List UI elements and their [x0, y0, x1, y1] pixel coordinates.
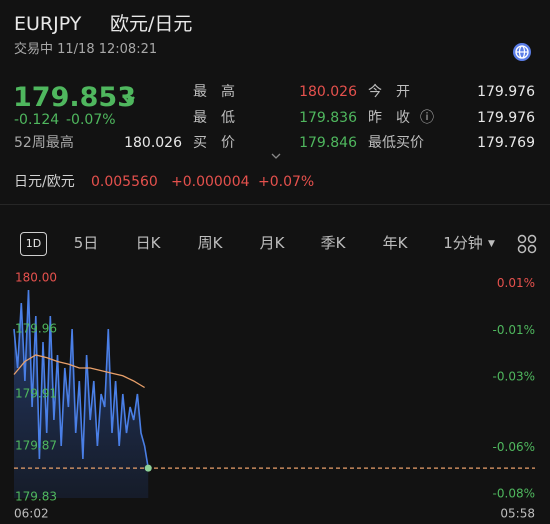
- y-tick-label: 180.00: [15, 271, 57, 285]
- tab[interactable]: 5日: [73, 234, 99, 252]
- tab[interactable]: 1分钟: [443, 234, 483, 252]
- stat-value: 179.769: [477, 135, 535, 151]
- price: 179.853: [13, 82, 136, 113]
- cross-value: 0.005560: [91, 174, 158, 190]
- stat-label: 最高: [193, 84, 249, 100]
- stat-value: 179.976: [477, 109, 535, 126]
- stat-label: 昨收: [368, 109, 424, 126]
- current-price-dot: [144, 464, 152, 472]
- down-arrow: [123, 90, 135, 105]
- cross-change-percent: +0.07%: [258, 174, 315, 190]
- stat-value: 179.846: [299, 135, 357, 151]
- globe-icon[interactable]: [512, 42, 532, 62]
- stat-value: 179.976: [477, 84, 535, 100]
- cross-change: +0.000004: [171, 174, 250, 190]
- tab[interactable]: 日K: [135, 234, 161, 252]
- change-percent: -0.07%: [66, 112, 116, 128]
- y2-tick-label: -0.08%: [493, 487, 535, 501]
- pair-name: 欧元/日元: [110, 13, 193, 35]
- y2-tick-label: -0.01%: [493, 323, 535, 337]
- y-tick-label: 179.87: [15, 439, 57, 453]
- y-tick-label: 179.91: [15, 387, 57, 401]
- dropdown-caret[interactable]: ▼: [488, 239, 495, 249]
- change: -0.124: [14, 112, 60, 128]
- stat-label: 最低: [193, 109, 249, 126]
- price-line: [13, 289, 149, 469]
- week52-high: 180.026: [124, 135, 182, 151]
- tab[interactable]: 年K: [382, 234, 408, 252]
- divider: [0, 204, 550, 205]
- layout-icon[interactable]: [517, 234, 537, 254]
- expand-chevron[interactable]: [270, 152, 282, 160]
- x-tick-label: 05:58: [500, 507, 535, 521]
- tab-active[interactable]: 1D: [20, 232, 47, 256]
- symbol: EURJPY: [14, 13, 82, 35]
- y2-tick-label: -0.03%: [493, 370, 535, 384]
- y2-tick-label: -0.06%: [493, 440, 535, 454]
- average-line: [13, 354, 145, 389]
- week52-label: 52周最高: [14, 135, 74, 151]
- tab[interactable]: 月K: [259, 234, 285, 252]
- stat-value: 180.026: [299, 84, 357, 100]
- stat-label: 最低买价: [368, 135, 424, 151]
- stat-label: 买价: [193, 135, 249, 151]
- tab[interactable]: 周K: [197, 234, 223, 252]
- info-icon[interactable]: ⓘ: [420, 109, 434, 126]
- tab[interactable]: 季K: [320, 234, 346, 252]
- cross-label: 日元/欧元: [14, 174, 75, 190]
- y-tick-label: 179.83: [15, 490, 57, 504]
- price-area: [14, 290, 149, 498]
- stat-label: 今开: [368, 84, 424, 100]
- status: 交易中 11/18 12:08:21: [14, 42, 158, 57]
- x-tick-label: 06:02: [14, 507, 49, 521]
- y2-tick-label: 0.01%: [497, 276, 535, 290]
- y-tick-label: 179.96: [15, 322, 57, 336]
- stat-value: 179.836: [299, 109, 357, 126]
